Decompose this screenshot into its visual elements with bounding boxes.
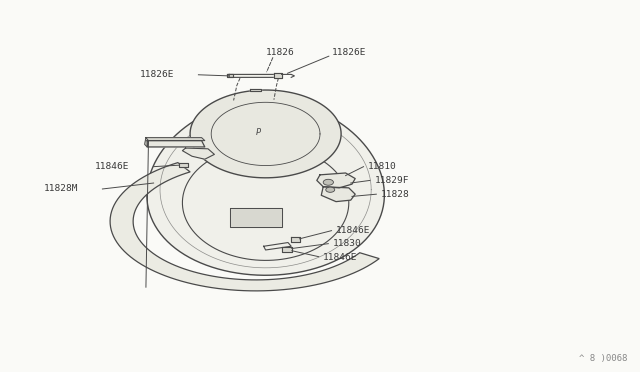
Polygon shape (229, 74, 278, 77)
Polygon shape (190, 90, 341, 178)
Polygon shape (321, 187, 355, 202)
Text: 11829F: 11829F (374, 176, 409, 185)
Text: P: P (255, 128, 260, 137)
Text: 11828M: 11828M (44, 185, 78, 193)
Polygon shape (179, 163, 188, 167)
Polygon shape (182, 145, 349, 260)
Polygon shape (264, 243, 291, 250)
Polygon shape (282, 247, 292, 252)
Text: 11846E: 11846E (323, 253, 358, 262)
Circle shape (326, 187, 335, 192)
Text: 11826E: 11826E (332, 48, 366, 57)
Polygon shape (147, 100, 385, 275)
Polygon shape (291, 237, 300, 242)
Polygon shape (317, 173, 355, 188)
Polygon shape (250, 89, 261, 91)
Polygon shape (110, 163, 380, 291)
Text: 11826E: 11826E (140, 70, 174, 79)
Text: ^ 8 )0068: ^ 8 )0068 (579, 354, 627, 363)
Text: 11846E: 11846E (95, 162, 129, 171)
Polygon shape (145, 138, 148, 147)
Text: 11826: 11826 (266, 48, 294, 57)
Text: 11810: 11810 (368, 162, 397, 171)
Polygon shape (227, 74, 233, 77)
Circle shape (323, 179, 333, 185)
Polygon shape (274, 73, 282, 78)
Polygon shape (147, 141, 205, 147)
Polygon shape (230, 208, 282, 227)
Text: 11830: 11830 (333, 239, 362, 248)
Text: 11828: 11828 (381, 190, 410, 199)
Text: 11846E: 11846E (336, 226, 371, 235)
Polygon shape (182, 148, 214, 159)
Polygon shape (146, 138, 205, 141)
